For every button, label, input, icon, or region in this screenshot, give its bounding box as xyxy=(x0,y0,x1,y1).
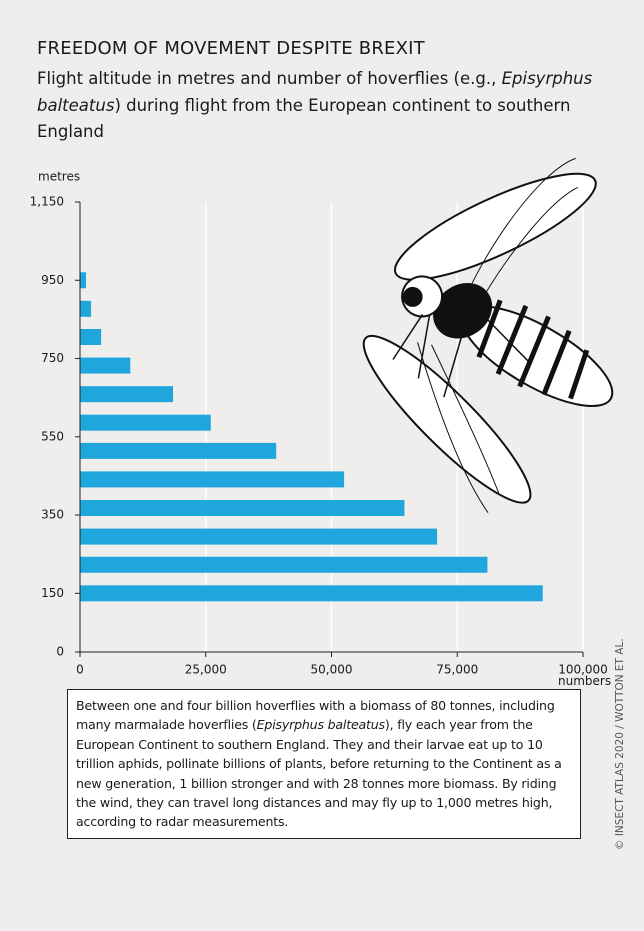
subtitle-species: Episyrphus balteatus xyxy=(37,69,593,115)
note-species: Episyrphus balteatus xyxy=(256,717,385,733)
y-tick-label: 1,150 xyxy=(30,195,64,209)
subtitle-text: ) during flight from the European contin… xyxy=(37,95,571,142)
chart-title: FREEDOM OF MOVEMENT DESPITE BREXIT xyxy=(37,38,425,59)
note-text: ), fly each year from the European Conti… xyxy=(76,717,562,830)
chart-subtitle: Flight altitude in metres and number of … xyxy=(37,66,597,146)
y-tick-label: 0 xyxy=(56,645,64,659)
subtitle-text: Flight altitude in metres and number of … xyxy=(37,69,502,88)
y-tick-label: 950 xyxy=(41,273,64,287)
x-tick-label: 25,000 xyxy=(185,663,227,677)
bar xyxy=(80,300,92,317)
bar xyxy=(80,585,543,602)
bar xyxy=(80,500,405,516)
bar xyxy=(80,528,438,545)
y-tick-label: 550 xyxy=(41,429,64,443)
x-tick-label: 100,000 xyxy=(558,663,608,677)
note: Between one and four billion hoverflies … xyxy=(67,689,581,839)
y-tick-label: 350 xyxy=(41,508,64,522)
x-tick-label: 75,000 xyxy=(436,663,478,677)
note-text: Between one and four billion hoverflies … xyxy=(76,698,555,733)
bar xyxy=(80,556,488,573)
bar xyxy=(80,442,277,459)
y-tick-label: 150 xyxy=(41,586,64,600)
bar xyxy=(80,471,345,488)
bar xyxy=(80,272,87,289)
y-tick-label: 750 xyxy=(41,351,64,365)
bar xyxy=(80,386,174,403)
x-axis-label: numbers xyxy=(558,674,611,688)
bar xyxy=(80,414,211,431)
x-tick-label: 50,000 xyxy=(311,663,353,677)
bar xyxy=(80,357,131,374)
plot-area: 0 25,000 50,000 75,000 100,000 0 150 350 550 750 9… xyxy=(30,195,608,677)
bar xyxy=(80,329,102,345)
y-axis-label: metres xyxy=(38,170,80,184)
hoverfly-illustration xyxy=(362,157,614,513)
x-tick-label: 0 xyxy=(76,663,84,677)
credit: © INSECT ATLAS 2020 / WOTTON ET AL. xyxy=(614,638,626,850)
